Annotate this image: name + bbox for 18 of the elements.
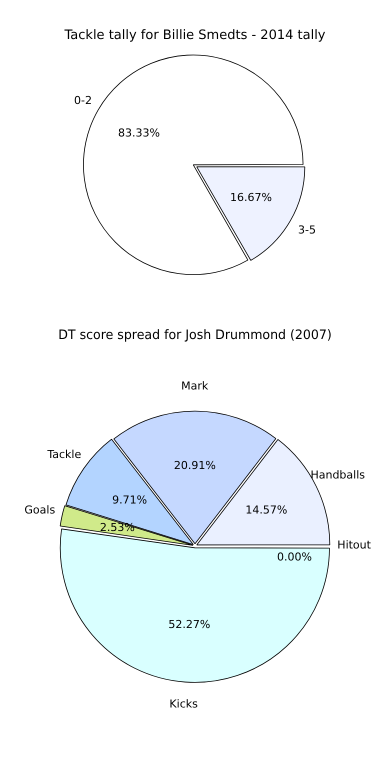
data-label: 14.57% — [245, 503, 288, 516]
slice-label: Tackle — [46, 448, 82, 461]
slice-label: Kicks — [169, 697, 198, 710]
chart-title: Tackle tally for Billie Smedts - 2014 tally — [64, 28, 326, 44]
slice-label: 0-2 — [74, 94, 92, 107]
data-label: 83.33% — [118, 126, 160, 140]
slice-label: Goals — [24, 504, 56, 517]
category-label: Hitout — [337, 538, 371, 552]
slice-label: Handballs — [310, 468, 366, 482]
data-label: 9.71% — [112, 493, 148, 506]
slice-label: 3-5 — [298, 223, 316, 236]
data-label: 2.53% — [100, 521, 135, 534]
data-label: 20.91% — [174, 459, 216, 472]
text: 0.00% — [276, 550, 312, 564]
slice-label: Mark — [181, 380, 209, 393]
chart-title: DT score spread for Josh Drummond (2007) — [58, 328, 332, 344]
data-label: 16.67% — [230, 191, 272, 204]
data-label: 52.27% — [168, 618, 210, 632]
